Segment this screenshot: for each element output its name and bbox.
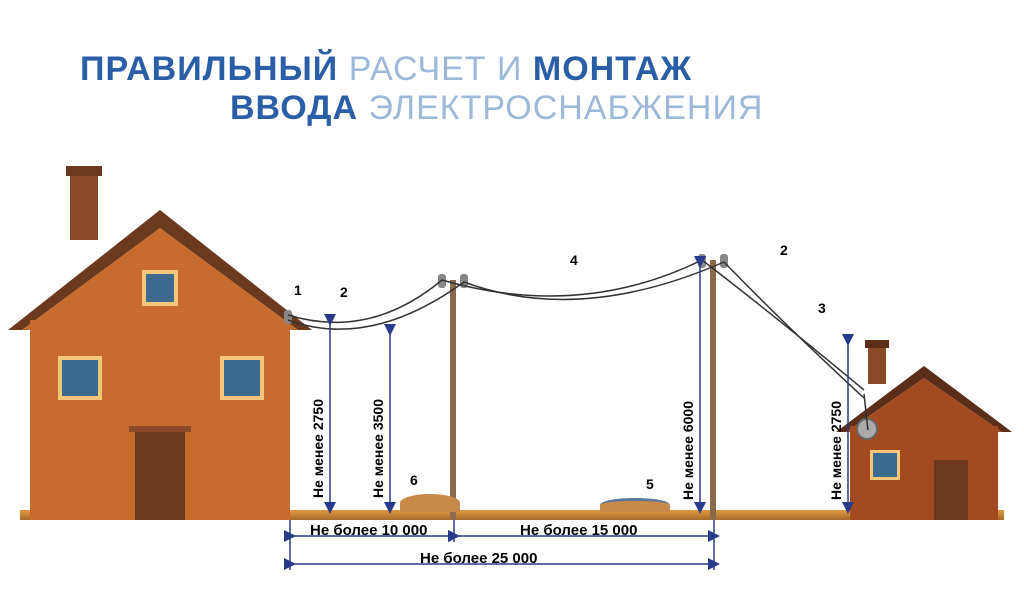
- hdim-10000: Не более 10 000: [310, 522, 427, 539]
- title-word-2: РАСЧЕТ И: [349, 50, 523, 88]
- title-word-4: ВВОДА: [230, 89, 358, 127]
- hdim-15000: Не более 15 000: [520, 522, 637, 539]
- title-word-5: ЭЛЕКТРОСНАБЖЕНИЯ: [369, 89, 764, 127]
- title-word-1: ПРАВИЛЬНЫЙ: [80, 50, 338, 88]
- hdim-25000: Не более 25 000: [420, 550, 537, 567]
- title-block: ПРАВИЛЬНЫЙ РАСЧЕТ И МОНТАЖ ВВОДА ЭЛЕКТРО…: [80, 50, 984, 128]
- diagram: 1 2 4 2 3 6 5 Не менее 2750 Не менее 350…: [20, 180, 1004, 594]
- title-word-3: МОНТАЖ: [533, 50, 692, 88]
